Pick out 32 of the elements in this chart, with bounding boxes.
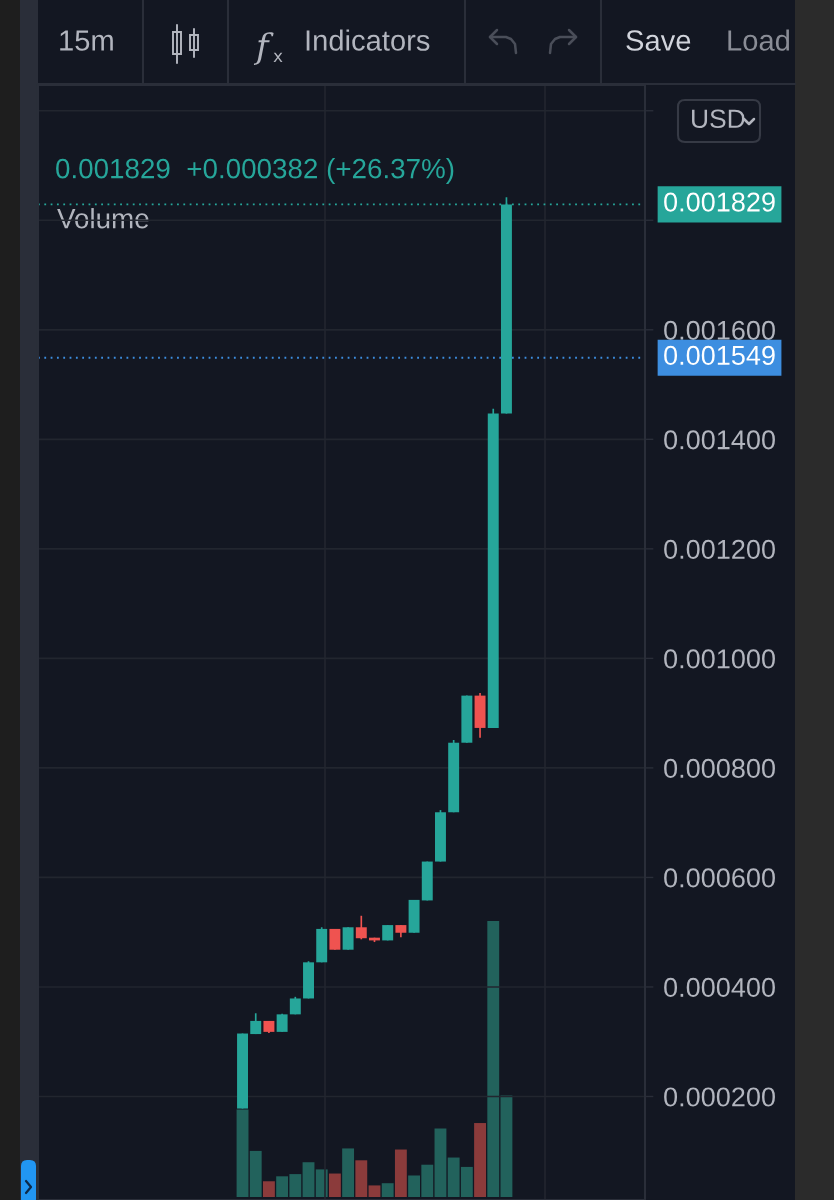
bar xyxy=(355,1160,368,1197)
y-tick-label: 0.000600 xyxy=(664,868,775,888)
y-tick-label: 0.001600 xyxy=(664,320,775,340)
bar xyxy=(434,1128,447,1197)
y-tick-label: 0.001400 xyxy=(664,430,775,450)
bar xyxy=(342,1148,355,1197)
y-tick-label: 0.001000 xyxy=(664,649,775,669)
bar xyxy=(394,1149,407,1197)
bar xyxy=(236,1109,249,1197)
text: 0.001829 +0.000382 (+26.37%) xyxy=(56,158,454,184)
bar xyxy=(302,1162,315,1197)
bar xyxy=(381,1183,394,1197)
y-tick-label: 0.001200 xyxy=(664,539,775,559)
text: Save xyxy=(626,30,691,51)
text: USD xyxy=(692,109,745,129)
bar xyxy=(249,1150,262,1197)
text: Indicators xyxy=(306,29,430,51)
bar xyxy=(474,1123,486,1197)
y-tick-label: 0.000400 xyxy=(664,977,775,998)
bar xyxy=(500,1095,513,1197)
y-tick-label: 0.000200 xyxy=(664,1087,775,1107)
text: 15m xyxy=(60,30,113,51)
y-tick-label: 0.000800 xyxy=(664,758,775,778)
bar xyxy=(487,921,500,1197)
bar xyxy=(328,1173,341,1197)
bar xyxy=(262,1181,275,1197)
text: Load xyxy=(728,29,790,51)
bar xyxy=(368,1185,381,1197)
ref-line-label: 0.001549 xyxy=(664,345,775,365)
candlestick xyxy=(355,914,367,941)
ref-line-label: 0.001829 xyxy=(664,192,775,212)
candlestick xyxy=(342,926,354,951)
